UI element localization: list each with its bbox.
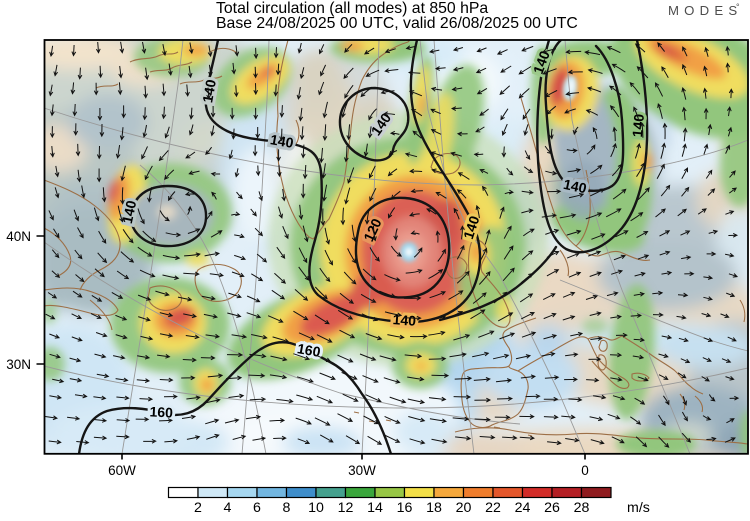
svg-text:160: 160 xyxy=(149,403,173,420)
svg-text:12: 12 xyxy=(338,500,354,516)
svg-text:8: 8 xyxy=(283,500,291,516)
svg-text:6: 6 xyxy=(253,500,261,516)
svg-text:60W: 60W xyxy=(108,463,136,478)
svg-text:28: 28 xyxy=(574,500,590,516)
svg-text:140: 140 xyxy=(392,311,417,329)
svg-text:24: 24 xyxy=(515,500,531,516)
svg-text:0: 0 xyxy=(581,463,589,478)
svg-text:m/s: m/s xyxy=(627,500,650,516)
svg-text:22: 22 xyxy=(485,500,501,516)
svg-text:10: 10 xyxy=(308,500,324,516)
svg-text:140: 140 xyxy=(562,176,588,197)
svg-text:30W: 30W xyxy=(348,463,376,478)
svg-text:160: 160 xyxy=(149,403,173,420)
svg-text:4: 4 xyxy=(224,500,232,516)
svg-text:140: 140 xyxy=(530,48,553,76)
svg-text:MODES: MODES xyxy=(668,3,742,18)
svg-text:26: 26 xyxy=(544,500,560,516)
svg-text:30N: 30N xyxy=(6,357,31,372)
svg-text:40N: 40N xyxy=(6,229,31,244)
svg-text:Base 24/08/2025 00 UTC, valid: Base 24/08/2025 00 UTC, valid 26/08/2025… xyxy=(216,15,578,32)
svg-text:°: ° xyxy=(736,2,740,12)
svg-text:140: 140 xyxy=(629,113,647,138)
svg-text:140: 140 xyxy=(392,311,417,329)
svg-text:140: 140 xyxy=(199,78,219,104)
svg-text:18: 18 xyxy=(426,500,442,516)
svg-text:140: 140 xyxy=(119,199,140,225)
svg-text:2: 2 xyxy=(194,500,202,516)
svg-text:16: 16 xyxy=(397,500,413,516)
svg-text:140: 140 xyxy=(460,214,483,241)
svg-text:20: 20 xyxy=(456,500,472,516)
svg-text:140: 140 xyxy=(269,131,295,151)
svg-text:Total circulation (all modes): Total circulation (all modes) at 850 hPa xyxy=(216,0,488,17)
svg-text:14: 14 xyxy=(367,500,383,516)
